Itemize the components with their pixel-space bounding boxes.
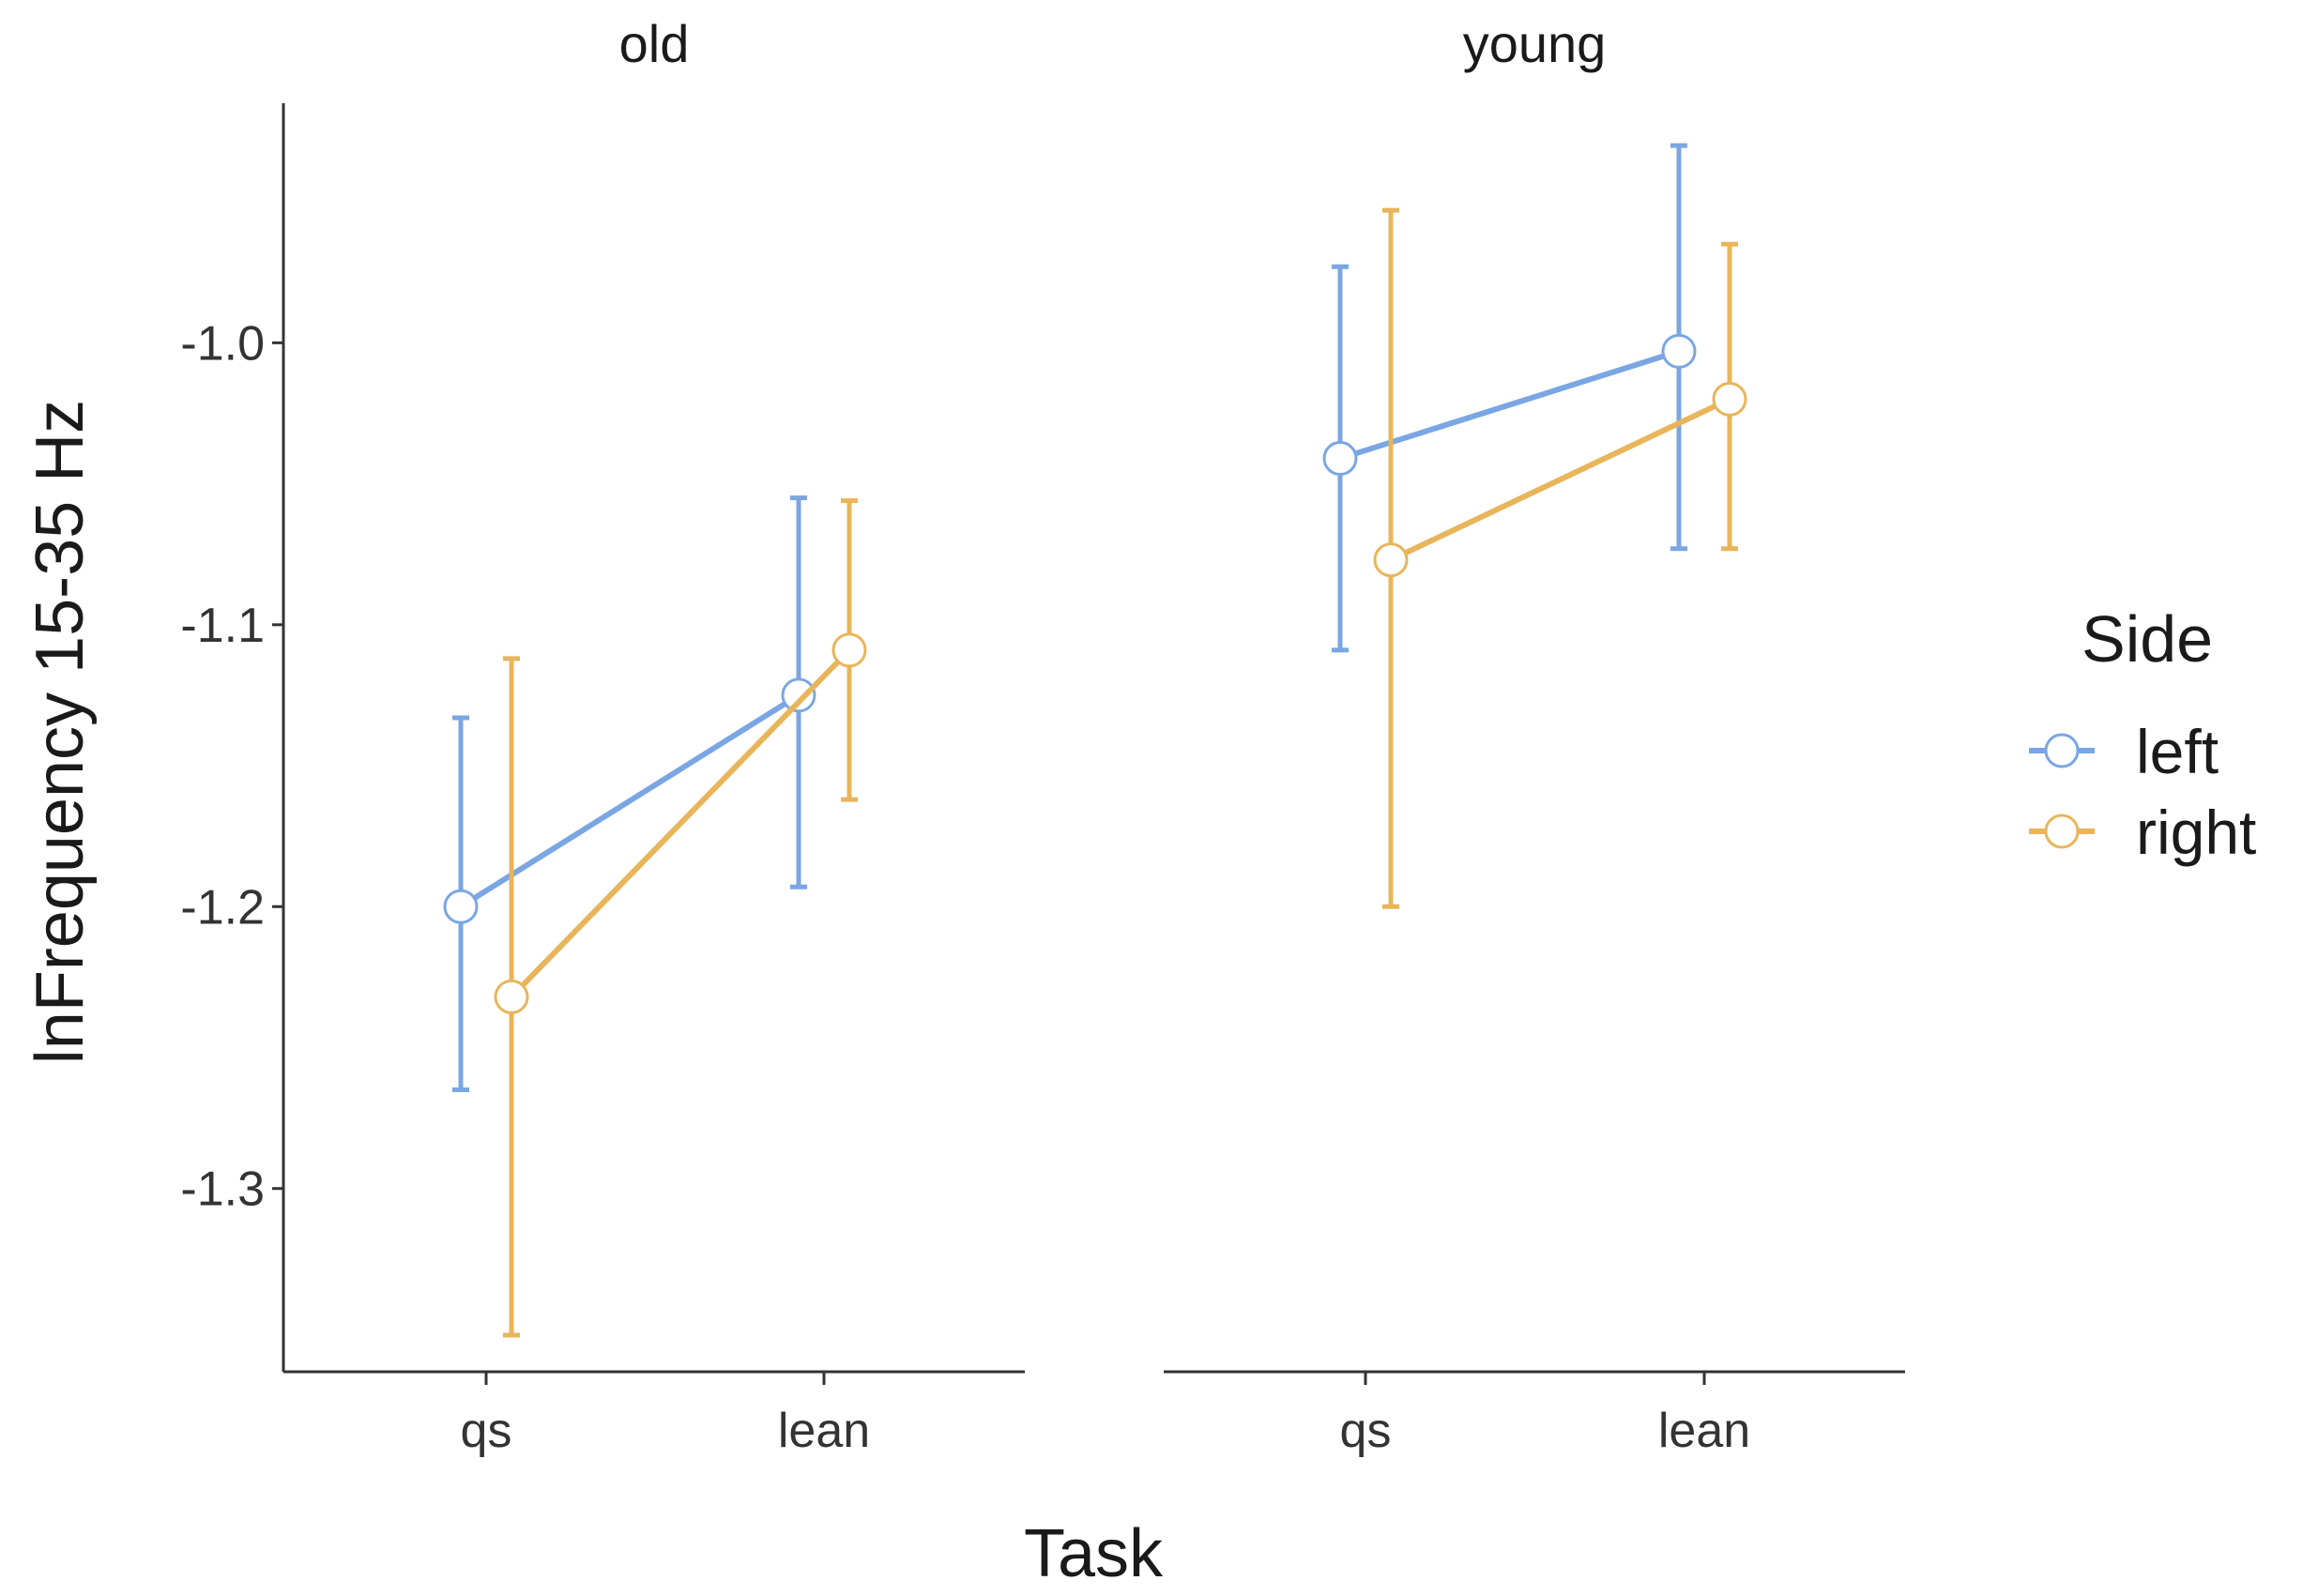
point-young-right-lean xyxy=(1712,381,1747,417)
y-tick-label: -1.1 xyxy=(180,599,265,653)
point-old-left-qs xyxy=(443,889,479,924)
series-line-young-left xyxy=(1339,348,1680,462)
x-tick-label-qs: qs xyxy=(1340,1404,1392,1458)
y-axis-title: lnFrequency 15-35 Hz xyxy=(23,400,98,1064)
x-tick-label-lean: lean xyxy=(1658,1404,1750,1458)
panels-layer: -1.0 -1.1 -1.2 -1.3 old qs lean young qs lean xyxy=(180,14,1905,1458)
point-young-left-qs xyxy=(1322,441,1358,477)
x-tick-label-qs: qs xyxy=(461,1404,512,1458)
legend-key-point-right xyxy=(2044,813,2080,849)
legend: Side left right xyxy=(2029,602,2256,867)
legend-label-right: right xyxy=(2136,798,2256,867)
facet-label-old: old xyxy=(619,14,690,73)
y-tick-label: -1.2 xyxy=(180,880,265,935)
y-tick-label: -1.3 xyxy=(180,1163,265,1217)
legend-key-point-left xyxy=(2044,733,2080,768)
legend-title: Side xyxy=(2082,602,2213,676)
facet-label-young: young xyxy=(1463,14,1607,73)
point-old-left-lean xyxy=(781,677,816,713)
point-old-right-lean xyxy=(831,632,867,668)
point-young-right-qs xyxy=(1373,542,1409,578)
series-line-young-right xyxy=(1389,396,1731,563)
series-line-old-left xyxy=(459,692,801,909)
point-young-left-lean xyxy=(1661,333,1697,369)
y-tick-label: -1.0 xyxy=(180,316,265,371)
legend-label-left: left xyxy=(2136,717,2219,786)
x-tick-label-lean: lean xyxy=(778,1404,870,1458)
x-axis-title: Task xyxy=(1024,1516,1164,1591)
point-old-right-qs xyxy=(494,979,529,1014)
series-line-old-right xyxy=(509,647,852,999)
